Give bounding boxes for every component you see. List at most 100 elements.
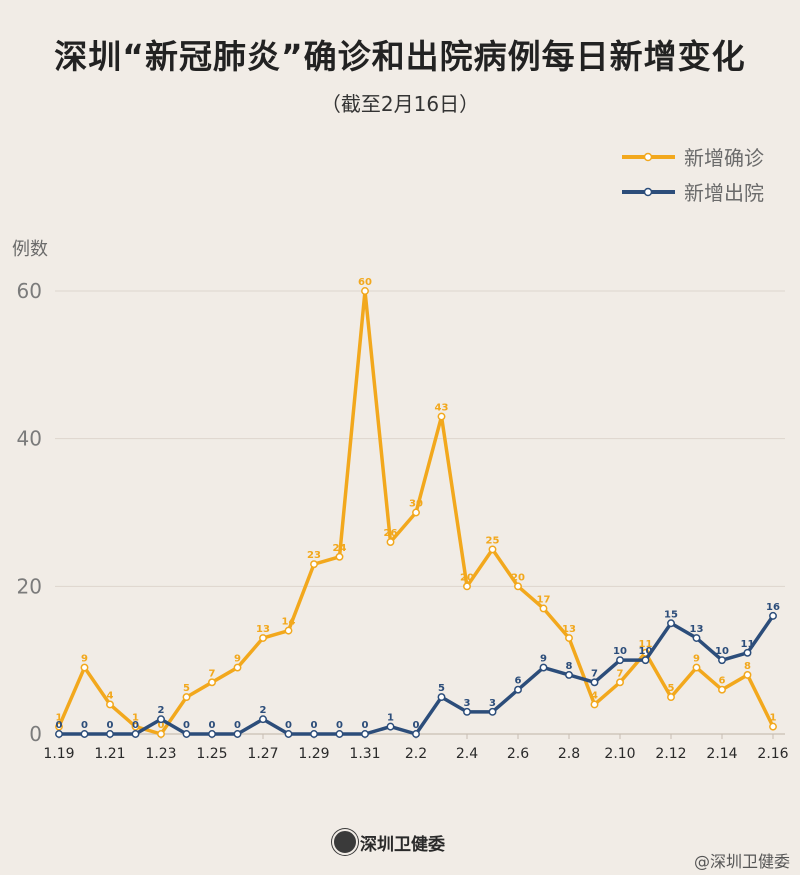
data-label: 1 [132,713,139,724]
data-point [259,715,267,724]
data-label: 20 [460,572,474,583]
data-label: 26 [384,528,398,539]
legend-entry: 新增确诊 [684,146,764,170]
data-point [55,722,63,731]
data-label: 7 [617,668,624,679]
data-point [412,730,420,738]
legend-marker [643,152,653,162]
legend-marker [643,187,653,197]
data-point [463,582,471,591]
data-label: 0 [132,720,139,731]
data-point [437,693,446,702]
data-label: 8 [566,661,573,672]
data-point [463,707,471,716]
data-point [182,693,191,702]
data-label: 16 [766,602,780,613]
data-label: 0 [81,720,88,731]
data-point [55,730,63,738]
data-label: 9 [81,654,88,665]
data-label: 15 [664,609,678,620]
legend-entry: 新增出院 [684,181,764,205]
data-label: 0 [183,720,190,731]
data-point [412,508,420,517]
data-label: 60 [358,277,372,288]
data-point [386,722,395,731]
data-label: 1 [770,713,777,724]
data-label: 13 [690,624,704,635]
data-point [361,287,369,295]
data-point [488,707,497,716]
data-label: 9 [540,654,547,665]
data-label: 24 [333,543,347,554]
data-point [361,730,369,738]
data-label: 13 [562,624,576,635]
data-label: 0 [413,720,420,731]
y-tick-label: 0 [29,722,42,746]
data-point [310,560,318,569]
data-point [616,678,624,687]
data-point [284,730,293,738]
x-tick-label: 1.21 [94,746,125,762]
data-point [157,715,165,724]
data-label: 3 [489,698,496,709]
data-label: 0 [209,720,216,731]
x-tick-label: 1.31 [349,746,380,762]
x-tick-label: 2.10 [604,746,635,762]
data-point [539,604,548,613]
data-point [692,634,701,642]
data-point [335,552,344,561]
data-point [667,693,675,702]
data-label: 4 [107,690,114,701]
data-label: 7 [591,668,598,679]
data-point [488,545,497,554]
data-point [182,730,191,738]
data-label: 2 [158,705,165,716]
data-point [692,663,701,672]
data-point [131,730,140,738]
data-label: 1 [387,713,394,724]
data-point [208,678,216,687]
data-label: 3 [464,698,471,709]
data-point [769,722,777,731]
chart-title: 深圳“新冠肺炎”确诊和出院病例每日新增变化 [54,37,746,76]
data-label: 2 [260,705,267,716]
data-point [157,730,165,738]
data-label: 17 [537,594,551,605]
series-line-2 [59,614,775,736]
data-point [667,619,675,628]
data-label: 5 [183,683,190,694]
data-label: 8 [744,661,751,672]
health-commission-logo-icon [332,829,358,855]
data-point [743,670,752,679]
x-tick-label: 2.4 [456,746,478,762]
data-label: 0 [234,720,241,731]
chart-subtitle: （截至2月16日） [320,92,480,116]
data-point [80,663,89,672]
data-point [590,678,599,687]
data-point [743,648,752,657]
data-point [386,538,395,546]
data-point [335,730,344,738]
data-label: 14 [282,617,296,628]
data-point [131,722,140,731]
data-label: 13 [256,624,270,635]
data-label: 9 [234,654,241,665]
data-label: 0 [336,720,343,731]
x-tick-label: 2.16 [757,746,788,762]
footer-source: 深圳卫健委 [360,835,445,855]
data-point [514,582,522,591]
x-tick-label: 2.6 [507,746,529,762]
data-label: 0 [107,720,114,731]
data-label: 6 [719,676,726,687]
data-point [539,663,548,672]
data-point [284,626,293,635]
data-point [233,663,242,672]
data-label: 11 [741,639,755,650]
data-point [80,730,89,738]
data-point [769,611,777,620]
data-label: 5 [438,683,445,694]
data-label: 4 [591,690,598,701]
data-label: 10 [613,646,627,657]
data-label: 20 [511,572,525,583]
